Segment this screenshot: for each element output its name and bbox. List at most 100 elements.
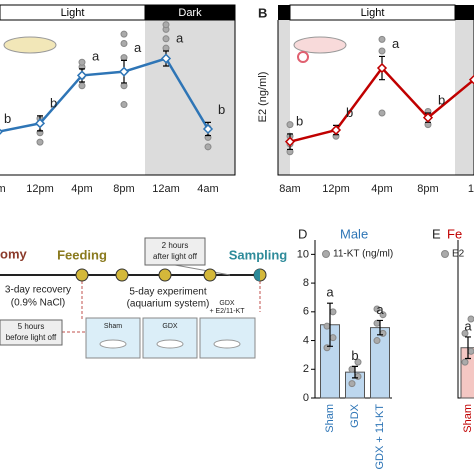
- chart-title: Fe: [447, 226, 462, 241]
- legend-dot: [322, 250, 330, 258]
- raw-point: [120, 54, 128, 62]
- sig-letter: b: [346, 105, 353, 120]
- pointer: [174, 264, 231, 276]
- raw-point: [323, 322, 331, 330]
- raw-point: [36, 138, 44, 146]
- marker: [330, 124, 342, 136]
- half-dot: [254, 269, 260, 281]
- x-tick-label: Sham: [462, 404, 474, 433]
- label: Sham: [104, 323, 122, 330]
- raw-point: [379, 311, 387, 319]
- chart-panel: Light Dark am b 12pm b 4pm a 8pm a 12am a 4am b: [0, 4, 236, 195]
- phase-label: Light: [61, 7, 85, 19]
- panel-label: B: [258, 5, 267, 20]
- marker: [284, 136, 296, 147]
- marker: [468, 74, 474, 85]
- raw-point: [378, 47, 386, 55]
- y-tick-label: 0: [303, 392, 309, 404]
- note-box: [144, 237, 206, 266]
- tank: [142, 317, 198, 359]
- day-dot: [203, 268, 217, 282]
- x-tick-label: GDX: [349, 403, 361, 428]
- diagram-text: omy Feeding Sampling 3-day recovery (0.9…: [0, 241, 287, 342]
- sig-letter: a: [464, 318, 472, 333]
- label: 5 hours: [18, 322, 45, 331]
- sig-letter: a: [92, 48, 100, 63]
- day-dot: [158, 268, 172, 282]
- y-tick-label: 2: [303, 363, 309, 375]
- phase-label: Light: [361, 7, 385, 19]
- sig-letter: b: [218, 102, 225, 117]
- bar: [370, 327, 390, 399]
- marker: [202, 123, 214, 135]
- raw-point: [329, 308, 337, 316]
- marker: [118, 66, 130, 77]
- raw-point: [78, 82, 86, 90]
- sig-letter: b: [438, 92, 445, 107]
- raw-point: [78, 58, 86, 66]
- tank: [85, 317, 141, 359]
- panel-label: D: [298, 226, 307, 241]
- legend-label: 11-KT (ng/ml): [333, 249, 393, 260]
- x-tick-label: 8pm: [113, 183, 134, 195]
- chart-panel: Light B E2 (ng/ml) 8am b 12pm b 4pm a 8pm b 12: [257, 4, 474, 195]
- marker: [160, 53, 172, 64]
- phase-band: [289, 4, 456, 21]
- sig-letter: b: [50, 95, 57, 110]
- x-tick-label: 12: [468, 183, 474, 195]
- marker: [422, 112, 434, 123]
- dark-band: [455, 5, 474, 20]
- error-bar: [465, 336, 471, 360]
- sig-letter: b: [296, 113, 303, 128]
- raw-point: [348, 365, 356, 373]
- x-tick-label: 12pm: [26, 183, 54, 195]
- step: Feeding: [57, 247, 107, 262]
- raw-point: [120, 82, 128, 90]
- marker: [34, 118, 46, 129]
- panel-label: E: [432, 226, 441, 241]
- x-tick-label: 4pm: [71, 183, 92, 195]
- y-tick-label: 6: [303, 306, 309, 318]
- raw-point: [162, 35, 170, 43]
- fish: [3, 36, 57, 54]
- step: Sampling: [229, 247, 288, 262]
- error-bar: [377, 319, 383, 336]
- label: 5-day experiment: [129, 287, 206, 298]
- raw-point: [467, 315, 474, 323]
- step: omy: [0, 246, 28, 261]
- raw-point: [204, 143, 212, 151]
- raw-point: [354, 358, 362, 366]
- x-tick-label: Sham: [324, 404, 336, 433]
- marker: [0, 128, 4, 135]
- tank: [199, 317, 256, 359]
- x-tick-label: 8pm: [417, 183, 438, 195]
- raw-point: [373, 337, 381, 345]
- fish: [99, 339, 127, 349]
- note-box: [0, 319, 63, 346]
- y-axis-label: E2 (ng/ml): [257, 72, 269, 123]
- frame: [0, 20, 236, 176]
- raw-point: [467, 347, 474, 355]
- raw-point: [373, 305, 381, 313]
- label: after light off: [153, 252, 198, 261]
- raw-point: [378, 35, 386, 43]
- label: before light off: [6, 333, 57, 342]
- fish: [156, 339, 184, 349]
- female-sign: [297, 51, 309, 63]
- sig-letter: a: [134, 40, 142, 55]
- dark-shade: [455, 20, 474, 175]
- legend-dot: [441, 250, 449, 258]
- x-tick-label: 12am: [152, 183, 180, 195]
- raw-point: [286, 121, 294, 129]
- day-dot: [75, 268, 89, 282]
- sig-letter: b: [351, 348, 358, 363]
- frame: [277, 20, 474, 176]
- timeline: [0, 36, 347, 359]
- label: GDX: [162, 323, 178, 330]
- label: (aquarium system): [127, 299, 210, 310]
- label: 2 hours: [162, 241, 189, 250]
- legend-label: E2: [452, 249, 465, 260]
- data-line: [0, 57, 210, 133]
- label: 3-day recovery: [5, 285, 71, 296]
